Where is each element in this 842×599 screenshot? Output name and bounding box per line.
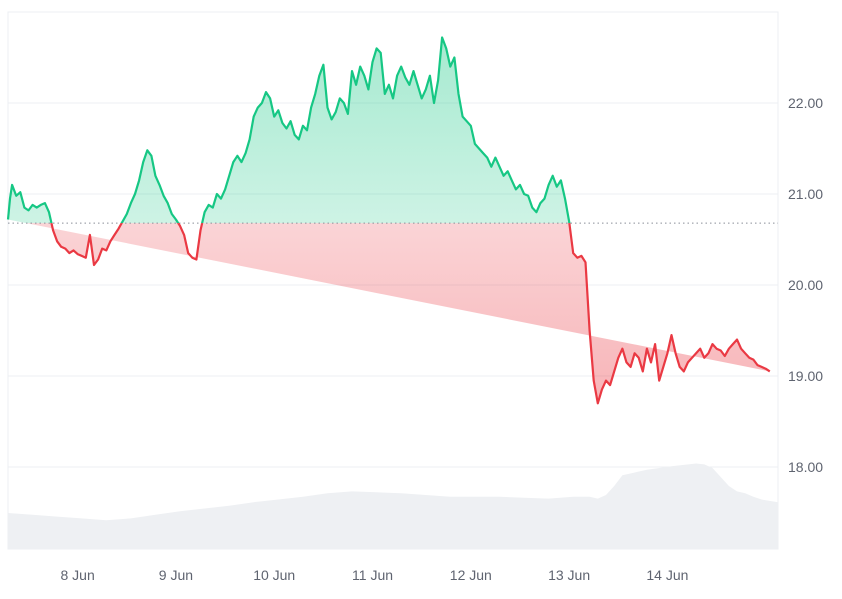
x-tick-label: 13 Jun [548, 567, 590, 583]
x-tick-label: 10 Jun [253, 567, 295, 583]
x-tick-label: 9 Jun [159, 567, 193, 583]
y-axis-ticks: 18.00 19.00 20.00 21.00 22.00 [788, 95, 823, 475]
y-tick-label: 19.00 [788, 368, 823, 384]
y-tick-label: 18.00 [788, 459, 823, 475]
price-area-below-baseline [26, 223, 770, 404]
price-line-up-segment [6, 36, 571, 224]
price-area-above-baseline [8, 37, 570, 224]
y-tick-label: 22.00 [788, 95, 823, 111]
y-tick-label: 20.00 [788, 277, 823, 293]
y-tick-label: 21.00 [788, 186, 823, 202]
x-tick-label: 11 Jun [352, 567, 393, 583]
price-line-down-segment [50, 223, 771, 405]
x-tick-label: 8 Jun [61, 567, 95, 583]
x-axis-ticks: 8 Jun 9 Jun 10 Jun 11 Jun 12 Jun 13 Jun 14 Jun [61, 567, 689, 583]
volume-area [8, 463, 778, 549]
x-tick-label: 14 Jun [646, 567, 688, 583]
x-tick-label: 12 Jun [450, 567, 492, 583]
